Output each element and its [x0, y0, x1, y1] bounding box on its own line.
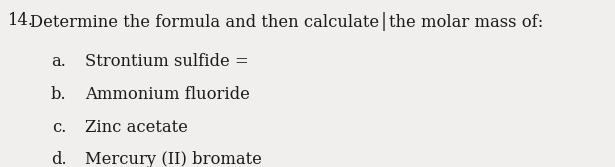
Text: b.: b.: [51, 86, 66, 103]
Text: Ammonium fluoride: Ammonium fluoride: [85, 86, 250, 103]
Text: c.: c.: [52, 119, 66, 136]
Text: Mercury (II) bromate: Mercury (II) bromate: [85, 151, 262, 167]
Text: 14.: 14.: [7, 12, 33, 29]
Text: d.: d.: [51, 151, 66, 167]
Text: a.: a.: [52, 53, 66, 70]
Text: Strontium sulfide =: Strontium sulfide =: [85, 53, 248, 70]
Text: Determine the formula and then calculate│the molar mass of:: Determine the formula and then calculate…: [30, 12, 543, 31]
Text: Zinc acetate: Zinc acetate: [85, 119, 188, 136]
